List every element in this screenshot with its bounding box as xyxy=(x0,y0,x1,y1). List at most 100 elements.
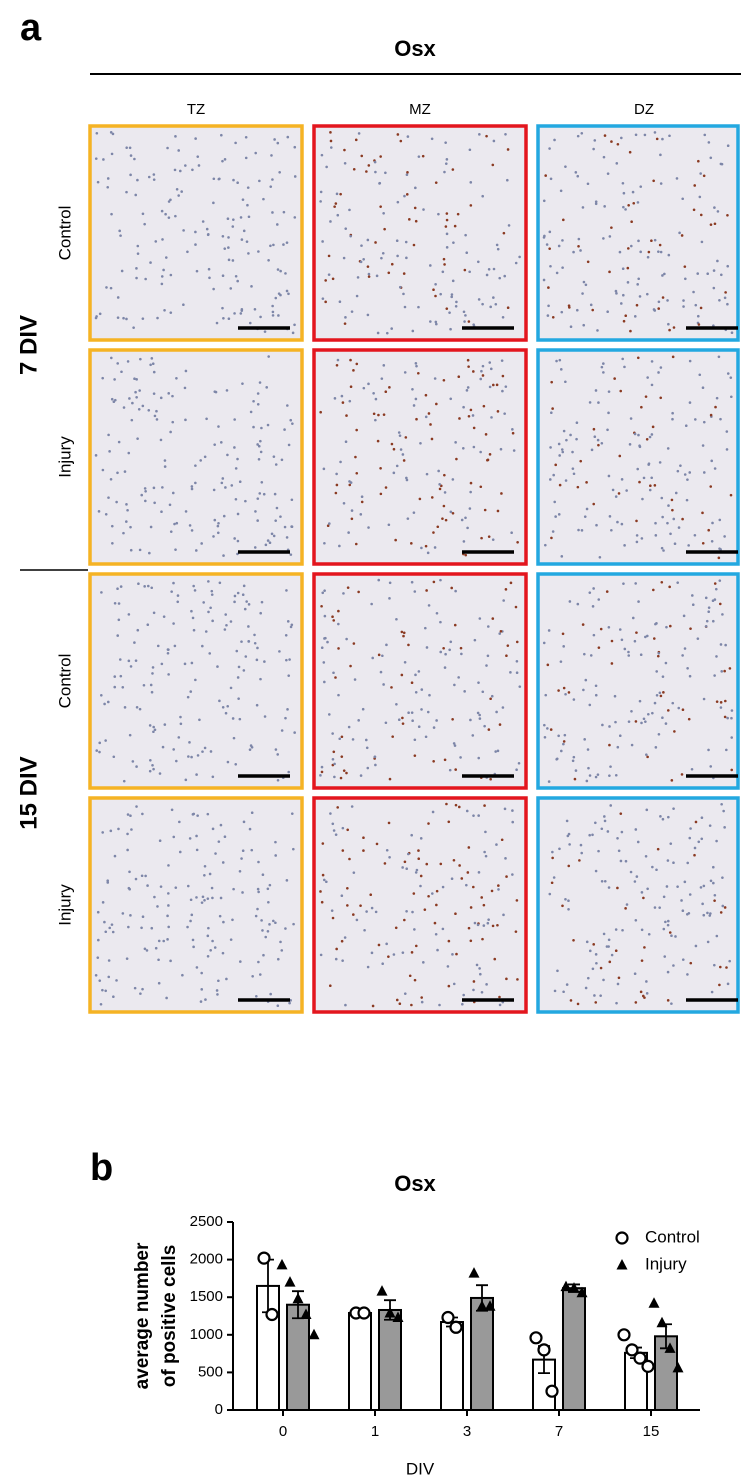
cell-nucleus xyxy=(206,897,210,900)
cell-nucleus xyxy=(274,854,277,857)
cell-nucleus xyxy=(242,669,246,672)
cell-nucleus xyxy=(469,181,473,184)
cell-nucleus xyxy=(123,706,127,709)
cell-nucleus xyxy=(496,509,500,513)
cell-nucleus xyxy=(666,447,670,450)
cell-nucleus xyxy=(469,481,473,485)
cell-nucleus xyxy=(396,133,400,136)
cell-nucleus xyxy=(681,517,684,521)
cell-nucleus xyxy=(292,847,295,851)
cell-nucleus xyxy=(613,694,617,698)
cell-nucleus xyxy=(701,511,704,515)
cell-nucleus xyxy=(635,875,639,878)
cell-nucleus xyxy=(95,131,99,135)
cell-nucleus xyxy=(357,590,360,594)
cell-nucleus xyxy=(610,226,613,229)
cell-nucleus xyxy=(668,931,672,934)
cell-nucleus xyxy=(101,901,105,904)
cell-nucleus xyxy=(194,678,197,682)
cell-nucleus xyxy=(498,276,502,280)
cell-nucleus xyxy=(164,212,167,216)
cell-nucleus xyxy=(588,401,592,404)
cell-nucleus xyxy=(666,299,669,302)
cell-nucleus xyxy=(594,200,598,203)
cell-nucleus xyxy=(367,275,371,278)
cell-nucleus xyxy=(340,735,344,739)
cell-nucleus xyxy=(448,311,451,314)
cell-nucleus xyxy=(489,367,493,371)
cell-nucleus xyxy=(203,455,207,459)
cell-nucleus xyxy=(445,232,449,236)
cell-nucleus xyxy=(372,412,376,416)
cell-nucleus xyxy=(518,255,521,259)
cell-nucleus xyxy=(640,891,644,894)
cell-nucleus xyxy=(469,490,472,494)
cell-nucleus xyxy=(490,889,494,893)
cell-nucleus xyxy=(96,910,100,914)
cell-nucleus xyxy=(580,529,584,532)
cell-nucleus xyxy=(693,846,697,850)
cell-nucleus xyxy=(505,875,508,878)
cell-nucleus xyxy=(450,877,454,881)
cell-nucleus xyxy=(723,906,727,909)
cell-nucleus xyxy=(704,596,708,600)
cell-nucleus xyxy=(135,805,138,808)
cell-nucleus xyxy=(348,399,352,403)
cell-nucleus xyxy=(218,177,221,181)
cell-nucleus xyxy=(572,698,576,701)
cell-nucleus xyxy=(225,389,229,392)
cell-nucleus xyxy=(634,720,638,723)
cell-nucleus xyxy=(333,775,336,779)
cell-nucleus xyxy=(483,850,486,854)
cell-nucleus xyxy=(191,813,195,816)
cell-nucleus xyxy=(621,928,624,932)
cell-nucleus xyxy=(152,370,156,374)
cell-nucleus xyxy=(435,322,438,326)
cell-nucleus xyxy=(291,331,295,335)
cell-nucleus xyxy=(401,453,405,456)
cell-nucleus xyxy=(225,623,228,627)
cell-nucleus xyxy=(171,394,174,398)
cell-nucleus xyxy=(194,243,197,246)
cell-nucleus xyxy=(169,311,173,314)
cell-nucleus xyxy=(335,192,339,196)
cell-nucleus xyxy=(175,376,178,380)
cell-nucleus xyxy=(170,808,174,812)
cell-nucleus xyxy=(637,600,640,603)
cell-nucleus xyxy=(725,966,728,969)
cell-nucleus xyxy=(152,486,156,490)
cell-nucleus xyxy=(115,979,118,982)
cell-nucleus xyxy=(557,244,561,248)
cell-nucleus xyxy=(490,694,494,698)
cell-nucleus xyxy=(158,772,162,775)
cell-nucleus xyxy=(222,514,226,518)
cell-nucleus xyxy=(717,556,721,560)
cell-nucleus xyxy=(341,401,345,404)
cell-nucleus xyxy=(243,607,247,611)
cell-nucleus xyxy=(236,676,240,679)
data-point xyxy=(292,1292,304,1304)
cell-nucleus xyxy=(274,519,277,522)
cell-nucleus xyxy=(364,738,368,742)
cell-nucleus xyxy=(216,993,219,996)
cell-nucleus xyxy=(343,322,347,325)
cell-nucleus xyxy=(427,412,431,415)
cell-nucleus xyxy=(451,953,454,956)
cell-nucleus xyxy=(492,383,495,387)
cell-nucleus xyxy=(321,842,325,845)
cell-nucleus xyxy=(341,826,345,830)
cell-nucleus xyxy=(271,304,274,308)
cell-nucleus xyxy=(207,580,210,583)
cell-nucleus xyxy=(272,534,276,538)
cell-nucleus xyxy=(671,417,674,421)
cell-nucleus xyxy=(272,919,275,923)
cell-nucleus xyxy=(154,946,158,950)
data-point xyxy=(576,1286,588,1298)
cell-nucleus xyxy=(447,984,451,988)
cell-nucleus xyxy=(128,146,132,150)
cell-nucleus xyxy=(517,761,521,765)
cell-nucleus xyxy=(178,169,182,173)
cell-nucleus xyxy=(259,439,262,443)
cell-nucleus xyxy=(406,171,409,174)
cell-nucleus xyxy=(565,438,568,442)
